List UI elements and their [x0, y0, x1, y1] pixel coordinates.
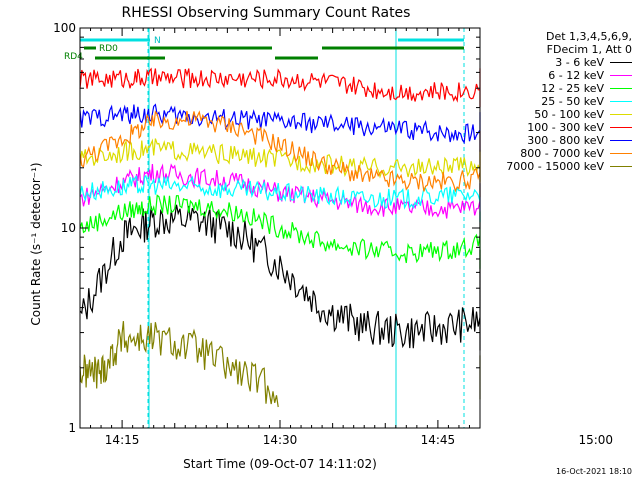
legend-swatch — [610, 101, 632, 102]
legend-entry: 25 - 50 keV — [472, 95, 632, 108]
legend-swatch — [610, 114, 632, 115]
legend-entry: 300 - 800 keV — [472, 134, 632, 147]
legend-swatch — [610, 127, 632, 128]
legend-header-detectors: Det 1,3,4,5,6,9, — [545, 30, 632, 43]
y-axis-label-group: Count Rate (s⁻¹ detector⁻¹) — [29, 162, 43, 325]
annotation-label: N — [154, 36, 161, 46]
legend-entry: 800 - 7000 keV — [472, 147, 632, 160]
legend-entry: 3 - 6 keV — [472, 56, 632, 69]
legend-swatch — [610, 140, 632, 141]
legend-entry-label: 7000 - 15000 keV — [506, 160, 604, 173]
legend-swatch — [610, 62, 632, 63]
legend-entry: 12 - 25 keV — [472, 82, 632, 95]
x-tick-label: 14:45 — [421, 433, 456, 447]
y-tick-label: 10 — [61, 221, 76, 235]
legend-entry: 100 - 300 keV — [472, 121, 632, 134]
legend-entry-label: 50 - 100 keV — [534, 108, 604, 121]
y-axis: 1 10 100 — [53, 21, 480, 435]
legend-entry: 6 - 12 keV — [472, 69, 632, 82]
footer-timestamp: 16-Oct-2021 18:10 — [556, 467, 632, 476]
legend-entry-label: 25 - 50 keV — [541, 95, 604, 108]
series-line-7000-15000-kev — [79, 321, 279, 408]
y-axis-label: Count Rate (s⁻¹ detector⁻¹) — [29, 162, 43, 325]
legend-swatch — [610, 153, 632, 154]
legend-entry-label: 100 - 300 keV — [527, 121, 604, 134]
legend-entry: 7000 - 15000 keV — [472, 160, 632, 173]
legend-entry-label: 800 - 7000 keV — [520, 147, 604, 160]
legend-entry-label: 3 - 6 keV — [555, 56, 604, 69]
x-axis-label: Start Time (09-Oct-07 14:11:02) — [183, 457, 377, 471]
x-tick-label: 15:00 — [578, 433, 613, 447]
chart-title: RHESSI Observing Summary Count Rates — [122, 5, 411, 21]
legend: Det 1,3,4,5,6,9, FDecim 1, Att 0 3 - 6 k… — [472, 30, 632, 173]
legend-swatch — [610, 166, 632, 167]
annotation-label: RD4 — [64, 52, 83, 62]
legend-swatch — [610, 75, 632, 76]
legend-entries: 3 - 6 keV 6 - 12 keV 12 - 25 keV 25 - 50 ke… — [472, 56, 632, 173]
legend-header-decimation: FDecim 1, Att 0 — [546, 43, 632, 56]
legend-swatch — [610, 88, 632, 89]
annotation-label: RD0 — [99, 44, 118, 54]
legend-entry-label: 12 - 25 keV — [541, 82, 604, 95]
y-tick-label: 100 — [53, 21, 76, 35]
x-tick-label: 14:30 — [263, 433, 298, 447]
legend-entry-label: 6 - 12 keV — [548, 69, 604, 82]
x-tick-label: 14:15 — [105, 433, 140, 447]
legend-entry-label: 300 - 800 keV — [527, 134, 604, 147]
legend-entry: 50 - 100 keV — [472, 108, 632, 121]
y-tick-label: 1 — [68, 421, 76, 435]
